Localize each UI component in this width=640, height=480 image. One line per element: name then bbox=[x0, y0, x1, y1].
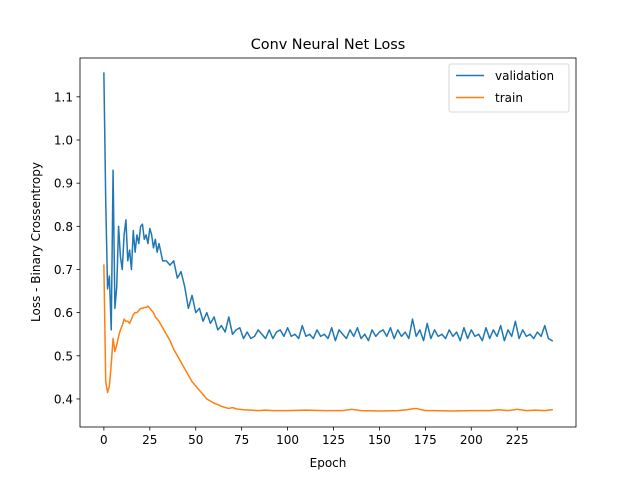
y-tick-label: 0.8 bbox=[54, 220, 73, 234]
x-axis-label: Epoch bbox=[310, 456, 347, 470]
series-line-validation bbox=[103, 72, 554, 342]
y-tick-label: 0.4 bbox=[54, 392, 73, 406]
legend-label-validation: validation bbox=[495, 69, 554, 83]
y-tick-label: 1.1 bbox=[54, 90, 73, 104]
legend: validation train bbox=[448, 63, 570, 113]
x-tick-label: 125 bbox=[322, 433, 345, 447]
x-tick-label: 175 bbox=[414, 433, 437, 447]
plot-frame bbox=[79, 57, 577, 428]
x-tick-label: 50 bbox=[188, 433, 203, 447]
series-layer bbox=[103, 72, 554, 412]
y-tick-label: 1.0 bbox=[54, 134, 73, 148]
x-axis-ticks: 0 25 50 75 100 125 150 175 200 225 bbox=[100, 427, 529, 447]
x-tick-label: 225 bbox=[506, 433, 529, 447]
x-tick-label: 75 bbox=[234, 433, 249, 447]
x-tick-label: 25 bbox=[142, 433, 157, 447]
y-axis-ticks: 0.4 0.5 0.6 0.7 0.8 0.9 1.0 1.1 bbox=[54, 90, 80, 406]
x-tick-label: 200 bbox=[460, 433, 483, 447]
y-axis-label: Loss - Binary Crossentropy bbox=[29, 162, 43, 322]
plot-background bbox=[80, 58, 576, 427]
series-line-train bbox=[103, 264, 553, 412]
x-tick-label: 0 bbox=[100, 433, 108, 447]
x-tick-label: 150 bbox=[368, 433, 391, 447]
chart-title: Conv Neural Net Loss bbox=[251, 37, 406, 53]
x-tick-label: 100 bbox=[276, 433, 299, 447]
y-tick-label: 0.5 bbox=[54, 349, 73, 363]
y-tick-label: 0.6 bbox=[54, 306, 73, 320]
plot-area: 0 25 50 75 100 125 150 175 200 225 0.40.50.60.70.… bbox=[54, 57, 577, 447]
y-tick-label: 0.7 bbox=[54, 263, 73, 277]
legend-label-train: train bbox=[495, 91, 523, 105]
y-tick-label: 0.9 bbox=[54, 177, 73, 191]
